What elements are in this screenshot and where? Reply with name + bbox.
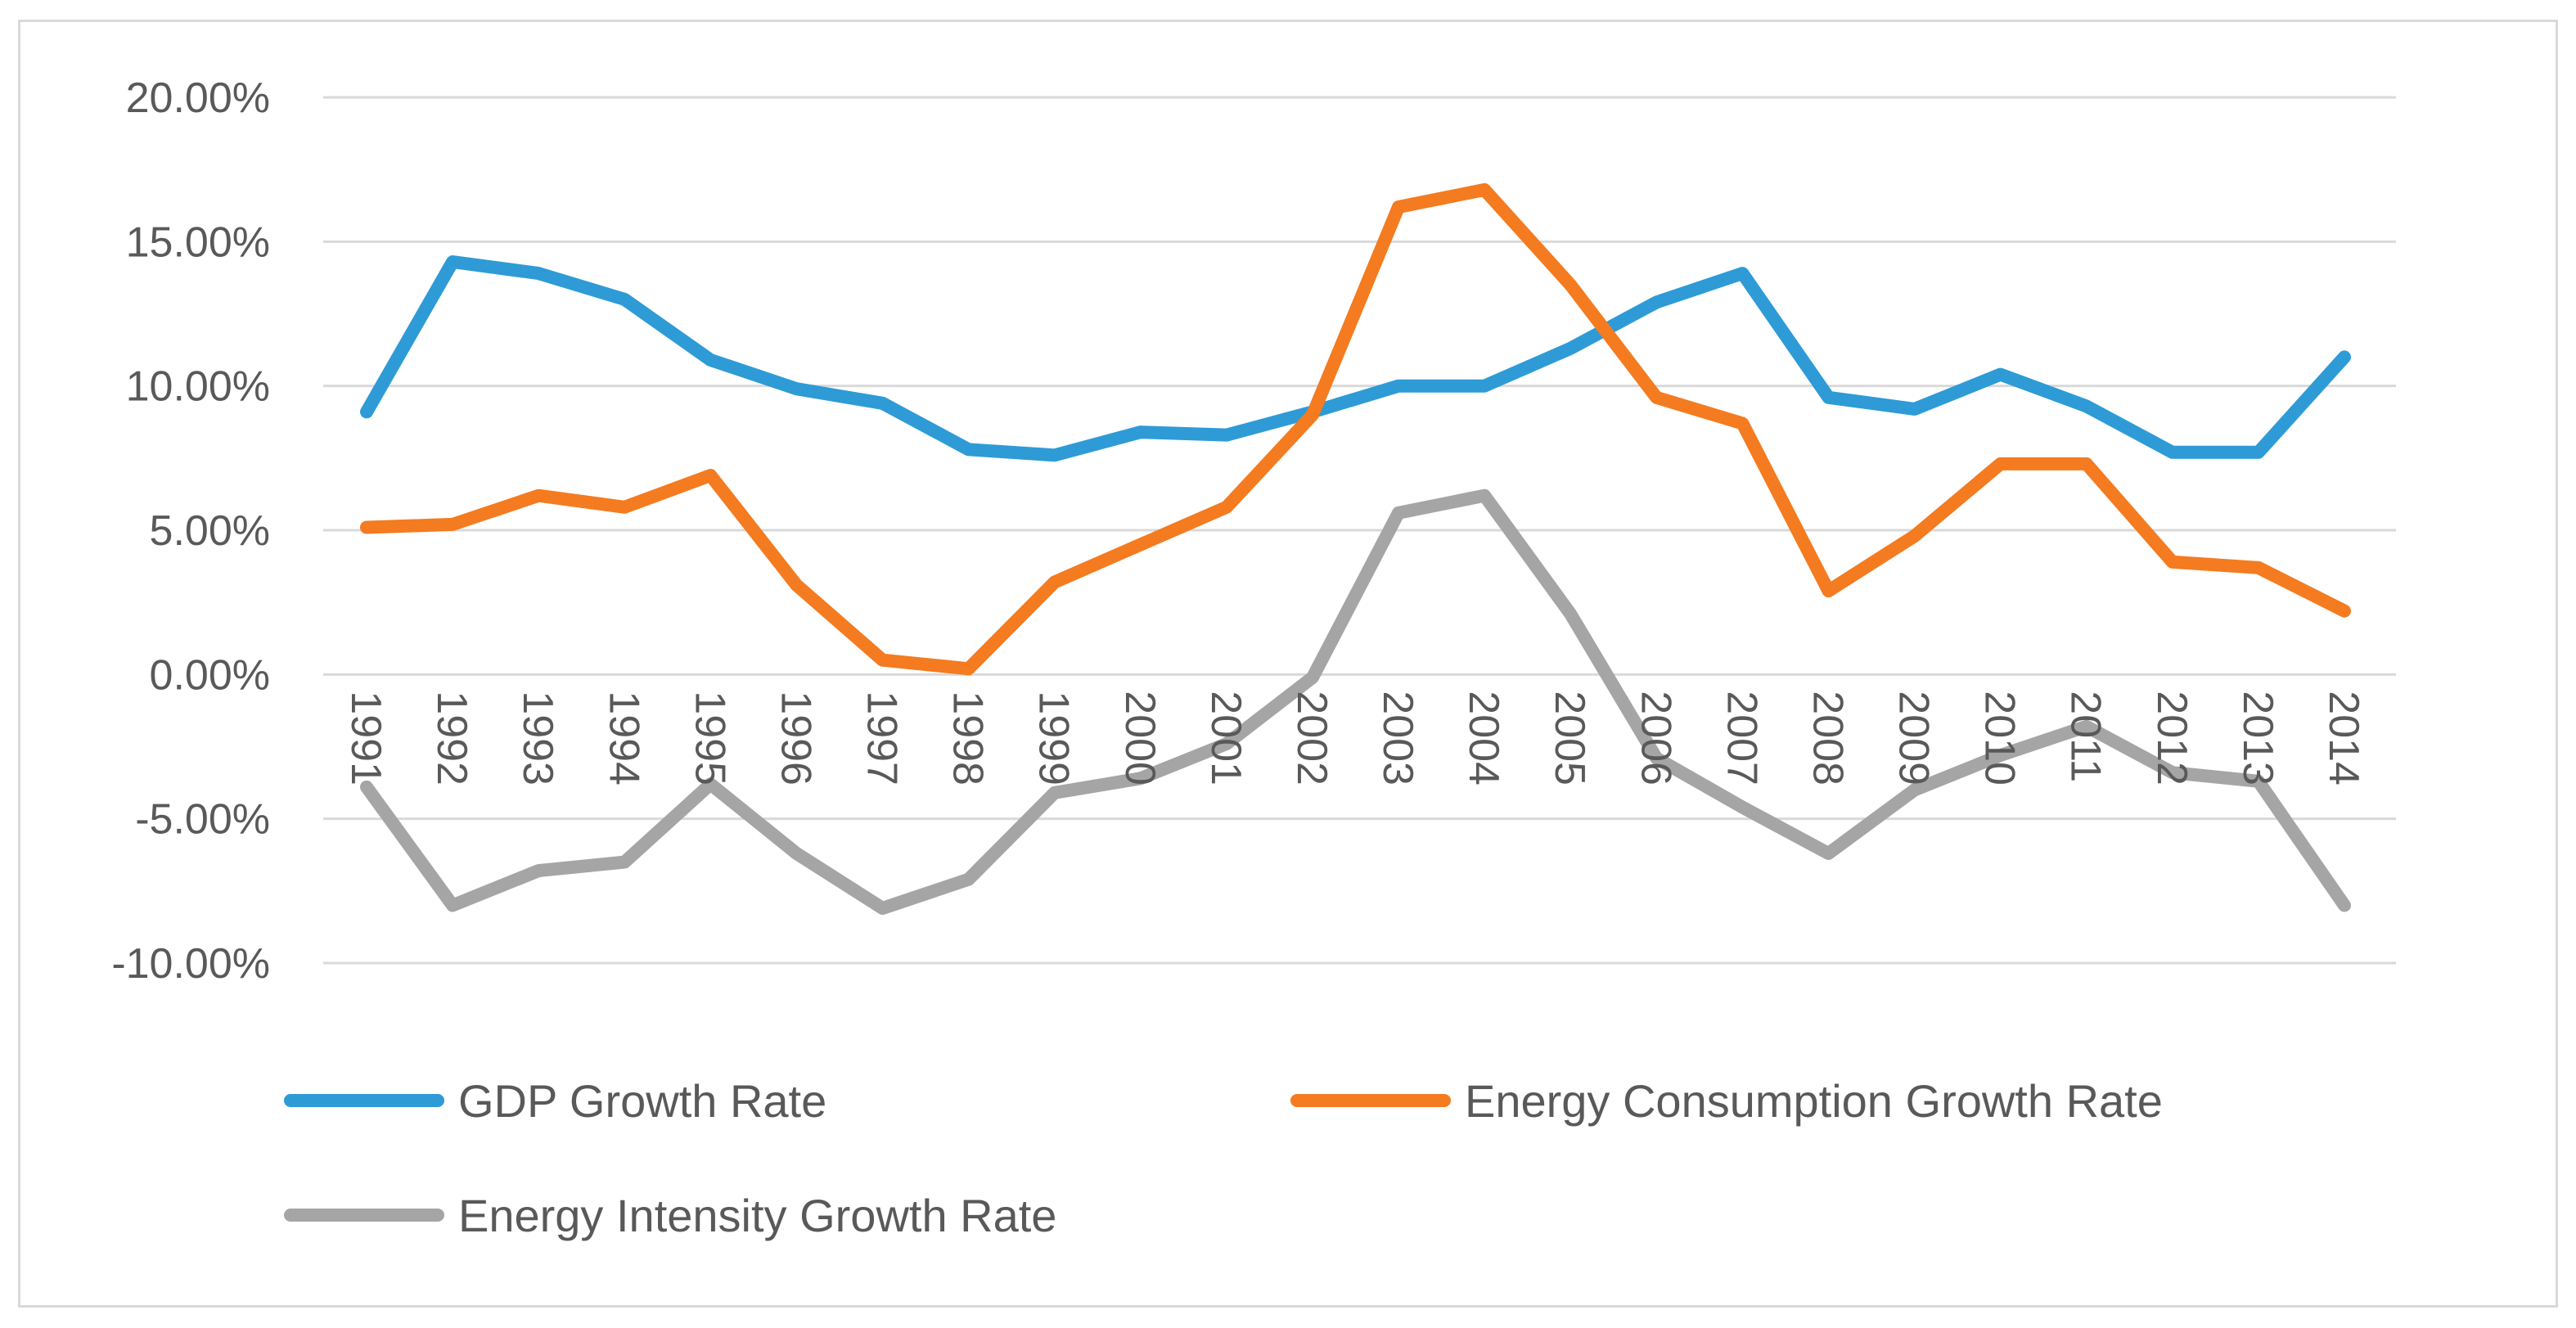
series-line-1 <box>360 255 2351 462</box>
x-tick-label: 2001 <box>1202 691 1250 786</box>
x-tick-label: 2014 <box>2320 691 2367 786</box>
x-tick-label: 1996 <box>772 691 819 786</box>
x-tick-label: 2008 <box>1804 691 1852 786</box>
y-tick-label: 0.00% <box>150 651 270 699</box>
x-tick-label: 1992 <box>428 691 475 786</box>
x-tick-label: 2007 <box>1718 691 1765 786</box>
legend-label-2: Energy Consumption Growth Rate <box>1465 1075 2163 1127</box>
series-line-3 <box>360 488 2351 915</box>
legend-label-1: GDP Growth Rate <box>458 1075 826 1127</box>
x-tick-label: 2005 <box>1546 691 1593 786</box>
y-tick-label: 20.00% <box>126 74 270 122</box>
y-tick-label: 10.00% <box>126 363 270 411</box>
x-tick-label: 2004 <box>1460 691 1507 786</box>
chart-frame: 20.00% 15.00% 10.00% 5.00% 0.00% -5.00% -10.00… <box>18 20 2558 1308</box>
x-tick-label: 2000 <box>1116 691 1164 786</box>
line-chart: 20.00% 15.00% 10.00% 5.00% 0.00% -5.00% -10.00… <box>111 74 2396 1241</box>
x-tick-label: 2010 <box>1976 691 2024 786</box>
x-tick-label: 1997 <box>858 691 906 786</box>
x-tick-label: 2003 <box>1374 691 1421 786</box>
legend-label-3: Energy Intensity Growth Rate <box>458 1190 1056 1241</box>
x-tick-label: 2009 <box>1890 691 1938 786</box>
x-tick-label: 1991 <box>342 691 390 786</box>
y-axis-ticks: 20.00% 15.00% 10.00% 5.00% 0.00% -5.00% -10.00… <box>111 74 270 988</box>
x-tick-label: 1995 <box>686 691 733 786</box>
x-tick-label: 2011 <box>2062 691 2110 782</box>
x-tick-label: 1994 <box>600 691 647 786</box>
gridlines <box>323 96 2396 965</box>
y-tick-label: -10.00% <box>111 940 270 988</box>
x-tick-label: 1993 <box>514 691 561 786</box>
legend: GDP Growth Rate Energy Consumption Growth… <box>284 1075 2163 1241</box>
series-lines <box>360 182 2351 915</box>
x-tick-label: 2012 <box>2148 691 2195 786</box>
y-tick-label: -5.00% <box>135 796 270 844</box>
x-tick-label: 2013 <box>2234 691 2281 786</box>
x-axis-ticks: 1991 1992 1993 1994 1995 1996 1997 1998 1999 2000… <box>342 691 2367 786</box>
x-tick-label: 2002 <box>1288 691 1335 786</box>
x-tick-label: 2006 <box>1632 691 1679 786</box>
x-tick-label: 1998 <box>944 691 992 786</box>
y-tick-label: 15.00% <box>126 218 270 266</box>
x-tick-label: 1999 <box>1030 691 1078 786</box>
y-tick-label: 5.00% <box>150 507 270 555</box>
series-line-2 <box>360 182 2351 676</box>
